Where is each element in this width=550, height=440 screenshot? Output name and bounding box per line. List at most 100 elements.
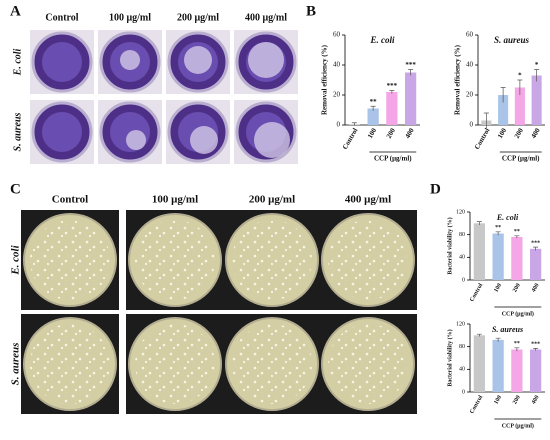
error-bar — [351, 122, 357, 126]
column-header: 400 μg/ml — [345, 194, 391, 206]
significance: ** — [514, 341, 520, 347]
error-bar — [408, 69, 414, 76]
x-axis-label: CCP (μg/ml) — [502, 310, 534, 317]
error-bar — [370, 105, 376, 111]
panel-label: C — [10, 181, 21, 197]
significance: ** — [370, 98, 378, 106]
error-bar — [500, 87, 506, 103]
bar — [511, 236, 523, 280]
y-tick-label: 120 — [456, 321, 465, 327]
colonies — [328, 324, 408, 404]
error-bar — [483, 112, 489, 128]
x-axis-label: CCP (μg/ml) — [502, 422, 534, 429]
column-header: 400 μg/ml — [245, 12, 287, 23]
row-label: E. coli — [12, 48, 23, 76]
bar — [492, 233, 504, 280]
y-tick-label: 20 — [333, 91, 341, 99]
error-bar — [476, 221, 482, 226]
y-tick-label: 40 — [459, 255, 465, 261]
significance: *** — [531, 342, 540, 348]
y-tick-label: 0 — [337, 121, 341, 129]
row-label: S. aureus — [12, 112, 23, 151]
significance: * — [518, 72, 522, 80]
error-bar — [534, 69, 540, 82]
error-bar — [495, 337, 501, 342]
error-bar — [476, 333, 482, 337]
panel-label: D — [430, 181, 441, 197]
x-tick-label: Control — [473, 127, 492, 151]
colonies — [135, 324, 215, 404]
bar — [530, 248, 542, 280]
error-bar — [533, 246, 539, 251]
significance: ** — [495, 225, 501, 231]
y-tick-label: 0 — [462, 277, 465, 283]
x-tick-label: 400 — [530, 126, 542, 140]
bar — [473, 223, 485, 280]
y-tick-label: 20 — [466, 91, 474, 99]
colonies — [328, 220, 408, 300]
bar — [473, 335, 485, 392]
y-tick-label: 60 — [333, 31, 341, 39]
bar — [511, 349, 523, 392]
row-label: E. coli — [10, 244, 22, 275]
colonies — [232, 220, 312, 300]
chart-title: S. aureus — [494, 35, 530, 45]
x-tick-label: 200 — [512, 283, 522, 294]
chart-title: E. coli — [496, 213, 519, 222]
column-header: 200 μg/ml — [177, 12, 219, 23]
column-header: Control — [45, 12, 78, 23]
removed-biofilm — [248, 42, 284, 78]
panel-label: A — [10, 3, 21, 19]
removed-biofilm — [254, 122, 290, 158]
error-bar — [389, 90, 395, 94]
error-bar — [514, 235, 520, 239]
y-tick-label: 0 — [470, 121, 474, 129]
y-tick-label: 120 — [456, 209, 465, 215]
bar — [498, 95, 509, 125]
y-tick-label: 80 — [459, 344, 465, 350]
removed-biofilm — [120, 50, 140, 70]
error-bar — [517, 79, 523, 95]
panel-label: B — [306, 3, 316, 19]
y-axis-label: Removal efficiency (%) — [321, 44, 329, 115]
chart-title: S. aureus — [492, 325, 523, 334]
x-tick-label: 200 — [513, 126, 525, 140]
colonies — [30, 220, 110, 300]
error-bar — [495, 231, 501, 236]
x-tick-label: 200 — [385, 126, 397, 140]
y-tick-label: 0 — [462, 389, 465, 395]
significance: *** — [405, 61, 416, 69]
bar — [386, 92, 398, 125]
column-header: Control — [52, 194, 88, 206]
x-tick-label: Control — [341, 127, 360, 151]
column-header: 100 μg/ml — [152, 194, 198, 206]
colonies — [135, 220, 215, 300]
y-tick-label: 40 — [333, 61, 341, 69]
chart-title: E. coli — [370, 35, 395, 45]
y-tick-label: 60 — [466, 31, 474, 39]
error-bar — [533, 348, 539, 351]
bar — [492, 339, 504, 392]
colonies — [30, 324, 110, 404]
x-tick-label: Control — [469, 282, 484, 303]
x-tick-label: Control — [469, 394, 484, 415]
column-header: 100 μg/ml — [109, 12, 151, 23]
error-bar — [514, 347, 520, 352]
significance: *** — [531, 241, 540, 247]
x-tick-label: 400 — [531, 283, 541, 294]
bar — [405, 72, 417, 125]
significance: *** — [387, 82, 398, 90]
x-axis-label: CCP (μg/ml) — [502, 155, 540, 163]
y-axis-label: Bacterial viability (%) — [446, 217, 453, 274]
bar — [514, 87, 525, 125]
x-tick-label: 100 — [496, 126, 508, 140]
x-axis-label: CCP (μg/ml) — [374, 155, 412, 163]
y-axis-label: Removal efficiency (%) — [454, 44, 462, 115]
bar — [367, 108, 379, 125]
y-tick-label: 80 — [459, 232, 465, 238]
x-tick-label: 100 — [493, 395, 503, 406]
removed-biofilm — [184, 46, 212, 74]
x-tick-label: 100 — [366, 126, 378, 140]
significance: ** — [514, 229, 520, 235]
